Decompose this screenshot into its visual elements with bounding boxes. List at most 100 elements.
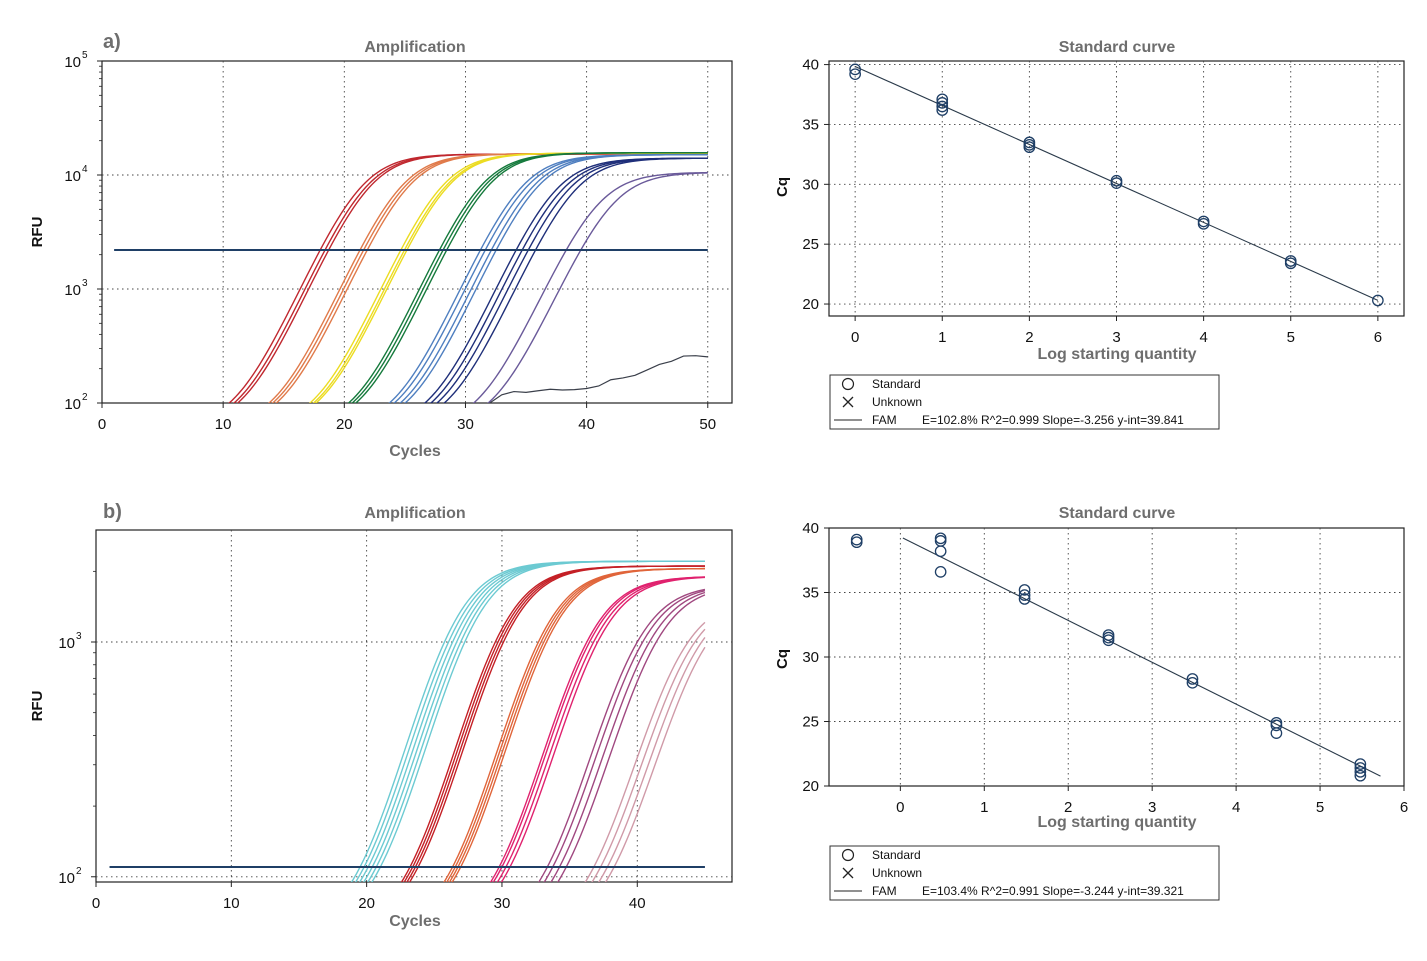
standard-point[interactable] [1102, 631, 1115, 644]
amplification-curve-4-1 [393, 154, 708, 403]
legend-fam-label: FAM [872, 413, 897, 427]
y-axis-label: RFU [29, 217, 46, 248]
standard-point[interactable] [850, 533, 863, 546]
standard-point[interactable] [1186, 673, 1199, 685]
amplification-curve-2-2 [314, 152, 708, 403]
amplification-curve-0-0 [228, 153, 708, 403]
x-tick-label: 40 [629, 895, 646, 912]
fit-line [902, 537, 1381, 777]
x-tick-label: 0 [851, 329, 859, 346]
y-tick-label: 10 [64, 282, 81, 299]
x-tick-label: 4 [1199, 329, 1207, 346]
standard-point[interactable] [849, 68, 861, 81]
x-tick-label: 2 [1025, 329, 1033, 346]
standard-point[interactable] [849, 63, 861, 76]
y-tick-exponent: 3 [82, 278, 88, 289]
legend-standard-label: Standard [872, 848, 921, 862]
amplification-curve-1-1 [403, 565, 705, 882]
standard-curve-legend-b: Standard Unknown FAM E=103.4% R^2=0.991 … [829, 845, 1220, 901]
standard-curve-chart-a: Standard curve Log starting quantity Cq … [774, 39, 1405, 363]
amplification-curve-5-3 [443, 157, 708, 403]
x-tick-label: 40 [578, 416, 595, 433]
amplification-curve-1-2 [275, 153, 708, 403]
standard-point[interactable] [1372, 294, 1384, 307]
amplification-curve-4-2 [399, 154, 708, 403]
amplification-curve-5-1 [591, 628, 706, 882]
y-tick-label: 10 [58, 870, 75, 887]
plot-frame [95, 529, 733, 883]
y-tick-exponent: 2 [76, 866, 82, 877]
amplification-curve-4-0 [388, 154, 708, 403]
standard-marker-icon [841, 377, 855, 391]
x-axis-label: Log starting quantity [1037, 814, 1196, 831]
amplification-curve-2-2 [448, 567, 705, 882]
standard-point[interactable] [1270, 719, 1283, 732]
standard-point[interactable] [1354, 762, 1367, 774]
y-tick-label: 25 [802, 236, 819, 253]
y-tick-label: 20 [802, 296, 819, 313]
amplification-curve-2-1 [312, 152, 708, 403]
standard-point[interactable] [936, 93, 949, 106]
standard-point[interactable] [850, 536, 863, 549]
amplification-curve-6-1 [487, 172, 708, 403]
standard-point[interactable] [1284, 255, 1297, 267]
standard-point[interactable] [1023, 136, 1036, 149]
amplification-curve-0-1 [233, 153, 708, 403]
panel-label-a: a) [103, 31, 121, 53]
amplification-curve-3-3 [500, 576, 705, 882]
standard-point[interactable] [934, 532, 947, 545]
standard-point[interactable] [1186, 676, 1199, 689]
amplification-curve-0-2 [236, 153, 708, 403]
x-tick-label: 30 [457, 416, 474, 433]
standard-point[interactable] [1102, 629, 1115, 641]
standard-point[interactable] [1018, 589, 1031, 601]
standard-point[interactable] [1018, 593, 1031, 605]
x-tick-label: 20 [358, 895, 375, 912]
standard-point[interactable] [1197, 215, 1210, 228]
x-tick-label: 2 [1064, 799, 1072, 816]
standard-point[interactable] [936, 97, 949, 109]
amplification-curve-3-2 [496, 576, 705, 882]
amplification-curve-3-1 [492, 576, 705, 882]
amplification-curve-4-3 [557, 594, 706, 882]
amplification-curve-4-3 [404, 154, 708, 403]
standard-point[interactable] [1018, 584, 1031, 596]
x-tick-label: 6 [1400, 799, 1408, 816]
amplification-curve-6-0 [472, 171, 708, 403]
amplification-curve-3-2 [354, 152, 708, 403]
standard-marker-icon [841, 848, 855, 862]
amplification-curve-3-0 [489, 576, 705, 882]
legend-fam-stats: E=102.8% R^2=0.999 Slope=-3.256 y-int=39… [922, 413, 1184, 427]
standard-point[interactable] [934, 566, 947, 578]
amplification-curve-1-2 [406, 565, 705, 882]
y-tick-exponent: 3 [76, 631, 82, 642]
y-axis-label: RFU [29, 691, 46, 722]
standard-point[interactable] [934, 545, 947, 558]
x-axis-label: Cycles [389, 913, 441, 930]
standard-point[interactable] [1354, 765, 1367, 778]
y-tick-exponent: 5 [82, 50, 88, 61]
y-tick-label: 30 [802, 649, 819, 666]
standard-point[interactable] [1110, 174, 1123, 187]
x-tick-label: 3 [1112, 329, 1120, 346]
noise-curve [489, 355, 708, 403]
x-tick-label: 1 [938, 329, 946, 346]
amplification-curve-4-1 [543, 589, 706, 882]
chart-title: Amplification [364, 505, 465, 522]
chart-title: Standard curve [1059, 39, 1176, 56]
standard-point[interactable] [1270, 716, 1283, 729]
standard-point[interactable] [1354, 769, 1367, 782]
plot-frame [101, 60, 733, 404]
standard-point[interactable] [1354, 758, 1367, 770]
y-tick-label: 10 [64, 168, 81, 185]
chart-title: Amplification [364, 39, 465, 56]
standard-point[interactable] [936, 100, 949, 113]
y-tick-label: 10 [64, 54, 81, 71]
y-axis-label: Cq [774, 649, 791, 669]
legend-unknown-label: Unknown [872, 395, 922, 409]
y-tick-label: 10 [64, 396, 81, 413]
legend-unknown-label: Unknown [872, 866, 922, 880]
standard-point[interactable] [934, 535, 947, 547]
x-tick-label: 1 [980, 799, 988, 816]
